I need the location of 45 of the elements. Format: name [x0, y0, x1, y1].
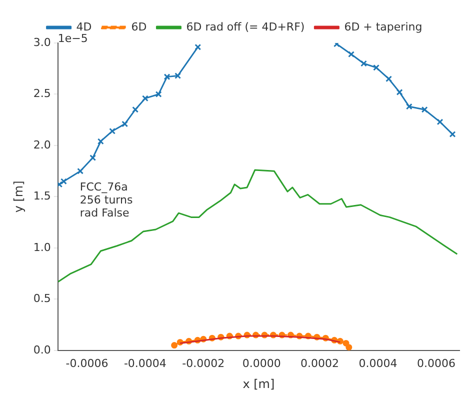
y-tick-label: 2.5 [33, 87, 51, 100]
y-tick-label: 1.0 [33, 240, 51, 254]
y-tick-label: 3.0 [33, 36, 51, 49]
point [194, 44, 202, 50]
x-tick-label: 0.0002 [300, 356, 340, 370]
point [142, 95, 148, 102]
legend-label: 6D [131, 20, 147, 34]
x-tick-label: -0.0004 [124, 356, 166, 370]
y-tick-label: 0.5 [33, 292, 51, 306]
x-tick-label: -0.0002 [182, 356, 225, 370]
legend-label: 6D rad off (= 4D+RF) [186, 20, 305, 34]
point [132, 106, 139, 113]
legend-label: 6D + tapering [344, 20, 422, 34]
x-tick-label: 0.0000 [242, 356, 281, 370]
point [155, 91, 162, 98]
y-tick-label: 0.0 [33, 343, 51, 356]
point [421, 106, 428, 113]
annotation: 1e−5 [58, 32, 88, 45]
x-tick-label: -0.0006 [66, 356, 108, 370]
point [449, 130, 456, 138]
point [386, 76, 392, 82]
point [171, 342, 178, 349]
point [348, 51, 354, 58]
point [90, 154, 96, 161]
point [77, 168, 84, 174]
legend-label: 4D [76, 20, 92, 34]
annotation: FCC_76a 256 turns rad False [80, 180, 133, 220]
y-tick-label: 1.5 [33, 190, 51, 203]
point [396, 88, 403, 96]
x-tick-label: 0.0004 [358, 356, 398, 370]
point [122, 120, 128, 128]
point [97, 138, 104, 145]
point [406, 103, 412, 110]
point [373, 64, 380, 71]
y-tick-label: 2.0 [33, 138, 51, 152]
point [342, 340, 350, 346]
x-axis-title: x [m] [242, 376, 275, 391]
point [164, 74, 170, 80]
x-tick-label: 0.0006 [416, 356, 456, 370]
point [346, 344, 352, 350]
y-axis-title: y [m] [11, 180, 26, 213]
point [436, 118, 444, 126]
point [109, 128, 116, 134]
point [174, 72, 182, 80]
point [360, 60, 367, 67]
